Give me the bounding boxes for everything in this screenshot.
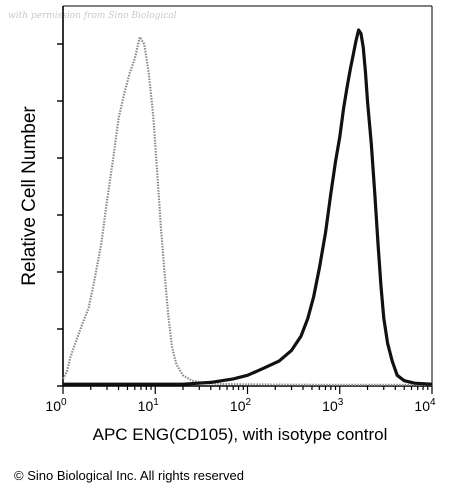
x-tick-label: 104 [414,397,436,414]
x-tick-label: 102 [230,397,252,414]
plot-frame [62,5,433,387]
x-axis-tick-labels: 100 101 102 103 104 [45,397,436,414]
x-axis-ticks [62,386,433,394]
x-tick-label: 101 [138,397,160,414]
y-axis-label: Relative Cell Number [19,106,40,286]
y-axis-ticks [57,43,63,387]
x-tick-label: 103 [322,397,344,414]
isotype-control-histogram-line [62,36,432,386]
x-axis-label: APC ENG(CD105), with isotype control [93,425,388,444]
eng-cd105-histogram-line [63,28,433,386]
watermark: with permission from Sino Biological [8,11,177,21]
x-tick-label: 100 [45,397,67,414]
copyright-text: © Sino Biological Inc. All rights reserv… [14,468,244,483]
series-layer [62,28,433,386]
